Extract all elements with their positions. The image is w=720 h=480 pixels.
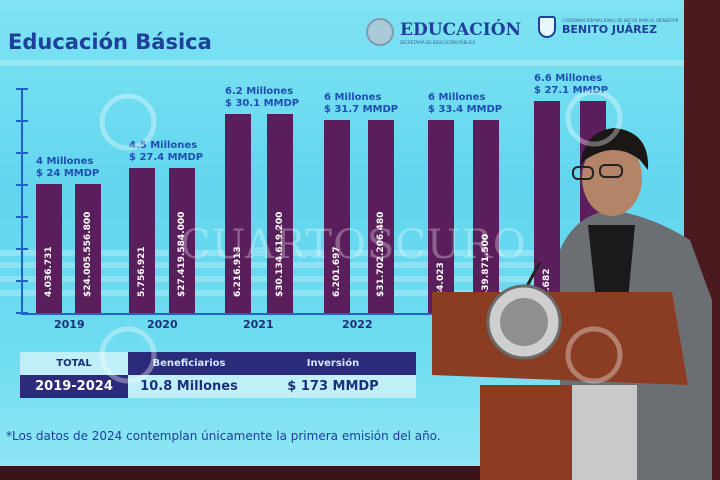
annotation-investment: $ 27.4 MMDP [129,152,204,164]
investment-value: $ 173 MMDP [250,375,416,398]
totals-table: TOTAL Beneficiarios Inversión 2019-2024 … [20,352,416,398]
x-tick-label: 2019 [54,318,85,331]
beneficiaries-value: 10.8 Millones [128,375,250,398]
y-axis-tick [16,280,28,282]
bar-investment: $30.134.619.200 [267,113,293,313]
slide-title: Educación Básica [8,30,212,54]
bar-annotation: 6.2 Millones $ 30.1 MMDP [225,86,299,110]
x-tick-label: 2022 [342,318,373,331]
bar-beneficiaries: 4.036.731 [36,184,62,313]
bar-beneficiaries: 5.756.921 [129,168,155,313]
speaker-hair [580,128,649,170]
annotation-investment: $ 30.1 MMDP [225,97,300,109]
beneficiaries-label: Beneficiarios [128,352,250,375]
bar-investment: $31.702.206.480 [368,120,394,313]
bar-beneficiaries: 84.023 [428,120,454,313]
logo-subtitle: COORDINACIÓN NACIONAL DE BECAS PARA EL B… [562,18,679,23]
bar-annotation: 6.6 Millones $ 27.1 MMDP [534,73,608,97]
y-axis-tick [16,88,28,90]
y-axis-tick [16,152,28,154]
benito-juarez-logo: COORDINACIÓN NACIONAL DE BECAS PARA EL B… [538,16,678,38]
copyright-watermark-icon [99,93,157,151]
bar-annotation: 4.5 Millones $ 27.4 MMDP [129,140,203,164]
period-value: 2019-2024 [20,375,128,398]
y-axis-tick [16,248,28,250]
podium-top [432,292,688,385]
annotation-investment: $ 24 MMDP [36,168,100,180]
bar-annotation: 4 Millones $ 24 MMDP [36,156,99,180]
graduation-cap-shield-icon [538,16,556,38]
annotation-beneficiaries: 4 Millones [36,156,94,168]
watermark: CUARTOSCURO [180,222,527,268]
logo-subtitle: SECRETARÍA DE EDUCACIÓN PÚBLICA [400,39,476,45]
footnote: *Los datos de 2024 contemplan únicamente… [6,429,441,443]
x-tick-label: 2020 [147,318,178,331]
bar-investment: $27.419.584.000 [169,168,195,313]
annotation-beneficiaries: 6.2 Millones [225,85,294,97]
glasses-icon [572,166,594,180]
annotation-beneficiaries: 6 Millones [428,92,486,104]
y-axis-tick [16,312,28,314]
annotation-beneficiaries: 6 Millones [324,92,382,104]
y-axis-tick [16,120,28,122]
investment-label: Inversión [250,352,416,375]
y-axis-tick [16,216,28,218]
bar-annotation: 6 Millones $ 33.4 MMDP [428,92,502,116]
y-axis [21,88,23,314]
eagle-emblem-icon [500,298,548,346]
sep-logo: EDUCACIÓN SECRETARÍA DE EDUCACIÓN PÚBLIC… [366,18,521,46]
glasses-icon [599,164,623,178]
logo-name: BENITO JUÁREZ [562,23,658,36]
x-axis [21,313,471,315]
annotation-beneficiaries: 4.5 Millones [129,140,198,152]
copyright-watermark-icon [99,326,157,384]
y-axis-tick [16,184,28,186]
annotation-investment: $ 33.4 MMDP [428,104,503,116]
annotation-beneficiaries: 6.6 Millones [534,72,603,84]
bar-investment: $24.005.556.800 [75,184,101,313]
podium-stand [572,385,637,480]
annotation-investment: $ 31.7 MMDP [324,104,399,116]
annotation-investment: $ 27.1 MMDP [534,84,609,96]
bar-annotation: 6 Millones $ 31.7 MMDP [324,92,398,116]
bar-beneficiaries: 6.201.697 [324,120,350,313]
copyright-watermark-icon [565,89,623,147]
bar-investment: 439.871.500 [473,120,499,313]
bar-beneficiaries: 2.682 [534,100,560,313]
copyright-watermark-icon [565,326,623,384]
x-tick-label: 2021 [243,318,274,331]
seal-icon [366,18,394,46]
bar-beneficiaries: 6.216.913 [225,113,251,313]
speaker-shirt [588,225,635,300]
total-label: TOTAL [20,352,128,375]
logo-name: EDUCACIÓN [400,19,522,40]
podium-front [480,385,572,480]
